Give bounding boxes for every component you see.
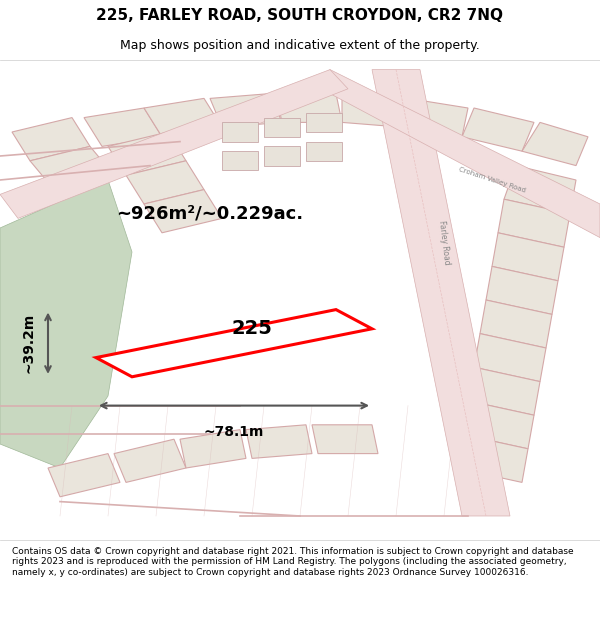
Text: Croham Valley Road: Croham Valley Road (458, 166, 526, 194)
Polygon shape (108, 132, 186, 175)
Text: ~926m²/~0.229ac.: ~926m²/~0.229ac. (116, 204, 304, 222)
Polygon shape (456, 434, 528, 482)
Polygon shape (126, 161, 204, 204)
Text: Contains OS data © Crown copyright and database right 2021. This information is : Contains OS data © Crown copyright and d… (12, 547, 574, 577)
Polygon shape (522, 122, 588, 166)
Polygon shape (342, 94, 402, 128)
Bar (222, 151, 258, 171)
Polygon shape (0, 69, 348, 218)
Text: ~39.2m: ~39.2m (22, 313, 36, 373)
Polygon shape (276, 94, 342, 122)
Polygon shape (144, 98, 222, 137)
Polygon shape (468, 368, 540, 415)
Polygon shape (462, 108, 534, 151)
Polygon shape (96, 309, 372, 377)
Polygon shape (84, 108, 162, 146)
Bar (264, 118, 300, 137)
Polygon shape (30, 146, 114, 189)
Text: 225, FARLEY ROAD, SOUTH CROYDON, CR2 7NQ: 225, FARLEY ROAD, SOUTH CROYDON, CR2 7NQ (97, 8, 503, 22)
Polygon shape (474, 334, 546, 382)
Bar (264, 146, 300, 166)
Polygon shape (114, 439, 186, 483)
Polygon shape (312, 69, 600, 238)
Bar (306, 112, 342, 132)
Bar (306, 142, 342, 161)
Polygon shape (12, 118, 90, 161)
Polygon shape (504, 166, 576, 214)
Polygon shape (402, 98, 468, 137)
Polygon shape (486, 266, 558, 314)
Polygon shape (48, 454, 120, 497)
Text: Map shows position and indicative extent of the property.: Map shows position and indicative extent… (120, 39, 480, 51)
Polygon shape (0, 180, 132, 468)
Text: 225: 225 (232, 319, 272, 338)
Polygon shape (180, 429, 246, 468)
Polygon shape (372, 69, 510, 516)
Polygon shape (246, 425, 312, 458)
Polygon shape (144, 189, 222, 232)
Polygon shape (312, 425, 378, 454)
Polygon shape (492, 232, 564, 281)
Polygon shape (462, 401, 534, 449)
Polygon shape (210, 94, 282, 128)
Bar (222, 122, 258, 142)
Text: ~78.1m: ~78.1m (204, 425, 264, 439)
Polygon shape (498, 199, 570, 248)
Text: Farley Road: Farley Road (437, 220, 451, 265)
Polygon shape (480, 300, 552, 348)
